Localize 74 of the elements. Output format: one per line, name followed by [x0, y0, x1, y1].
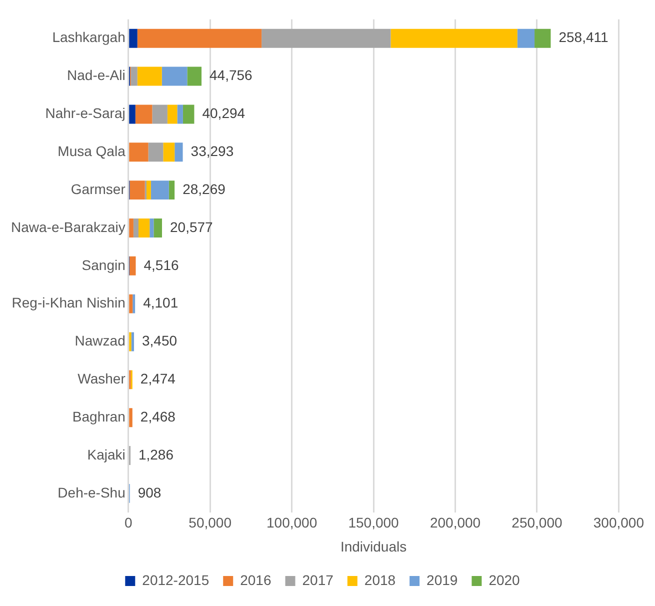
bar [154, 218, 162, 238]
legend-label: 2017 [302, 572, 334, 588]
total-label: 20,577 [170, 218, 214, 235]
bar [129, 104, 136, 124]
x-axis-title: Individuals [340, 538, 407, 554]
bar [137, 28, 262, 48]
y-tick-label: Nawa-e-Barakzaiy [10, 218, 126, 235]
bar [130, 256, 136, 276]
x-tick-label: 100,000 [266, 514, 318, 531]
y-tick-label: Baghran [72, 408, 126, 424]
x-tick-label: 50,000 [188, 514, 232, 531]
bar [129, 28, 138, 48]
bar [129, 408, 132, 428]
y-tick-label: Lashkargah [52, 29, 126, 46]
bar [129, 294, 133, 314]
legend-label: 2019 [426, 572, 458, 588]
total-label: 44,756 [210, 67, 253, 84]
total-label: 908 [138, 484, 162, 500]
legend-label: 2020 [488, 572, 520, 588]
bar [133, 218, 139, 238]
y-tick-label: Garmser [70, 180, 126, 197]
bar [162, 66, 188, 86]
bar [137, 66, 162, 86]
x-tick-label: 250,000 [512, 514, 562, 531]
legend-label: 2018 [364, 572, 396, 588]
total-label: 40,294 [202, 105, 246, 122]
bar [148, 142, 164, 162]
y-tick-label: Nawzad [74, 332, 126, 349]
bar [135, 104, 152, 124]
bar [130, 180, 145, 200]
x-tick-label: 300,000 [593, 514, 644, 531]
bar [146, 180, 151, 200]
total-label: 2,474 [140, 370, 176, 387]
bar [163, 142, 175, 162]
bar [262, 28, 391, 48]
y-tick-label: Deh-e-Shu [58, 484, 126, 500]
bar [129, 218, 134, 238]
bar [131, 332, 134, 352]
bar [177, 104, 183, 124]
bar [534, 28, 551, 48]
y-tick-label: Musa Qala [58, 142, 126, 159]
bar [167, 104, 178, 124]
y-tick-label: Washer [78, 370, 126, 387]
y-tick-label: Kajaki [87, 446, 126, 462]
total-label: 1,286 [138, 446, 174, 462]
bar [390, 28, 518, 48]
y-tick-label: Nad-e-Ali [67, 67, 126, 84]
bar [174, 142, 183, 162]
legend-label: 2016 [240, 572, 272, 588]
y-tick-label: Nahr-e-Saraj [45, 105, 126, 122]
x-tick-label: 150,000 [348, 514, 400, 531]
bar [182, 104, 194, 124]
total-label: 2,468 [140, 408, 176, 424]
bar [129, 142, 148, 162]
total-label: 28,269 [182, 180, 226, 197]
bar [168, 180, 175, 200]
y-tick-label: Sangin [82, 256, 126, 273]
bar [152, 104, 168, 124]
y-tick-label: Reg-i-Khan Nishin [12, 294, 126, 311]
total-label: 4,101 [143, 294, 178, 311]
bar [517, 28, 535, 48]
total-label: 33,293 [190, 142, 234, 159]
x-tick-label: 200,000 [430, 514, 481, 531]
bar [150, 218, 154, 238]
total-label: 4,516 [144, 256, 179, 273]
x-tick-label: 0 [124, 514, 132, 531]
total-label: 3,450 [142, 332, 178, 349]
legend-label: 2012-2015 [142, 572, 210, 588]
total-label: 258,411 [558, 29, 609, 46]
bar [150, 180, 169, 200]
bar [138, 218, 150, 238]
bar [130, 66, 138, 86]
bar [132, 294, 136, 314]
bar [187, 66, 202, 86]
